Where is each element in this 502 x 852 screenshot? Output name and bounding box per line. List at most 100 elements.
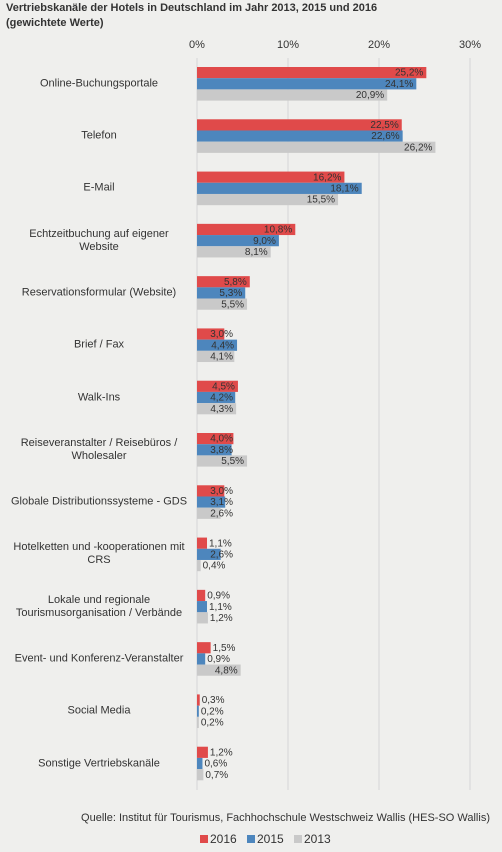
bar [197, 705, 199, 717]
data-label: 1,2% [210, 747, 233, 758]
bar [197, 171, 345, 183]
data-label: 3,0% [210, 329, 233, 340]
source-note: Quelle: Institut für Tourismus, Fachhoch… [81, 812, 490, 824]
bar [197, 444, 232, 456]
bar [197, 246, 271, 258]
data-label: 26,2% [404, 142, 432, 153]
x-tick-label: 20% [368, 39, 390, 51]
bar [197, 653, 206, 665]
bar [197, 328, 225, 340]
bar [197, 507, 221, 519]
bar [197, 67, 427, 79]
data-label: 4,3% [210, 404, 233, 415]
data-label: 0,7% [205, 770, 228, 781]
data-label: 2,6% [210, 550, 233, 561]
data-label: 0,2% [201, 706, 224, 717]
data-label: 1,1% [209, 602, 232, 613]
category-label: Echtzeitbuchung auf eigener Website [29, 227, 169, 253]
bar [197, 391, 236, 404]
x-tick-label: 30% [459, 39, 481, 51]
data-label: 22,6% [371, 131, 399, 142]
category-label: Reiseveranstalter / Reisebüros / Wholesa… [20, 436, 178, 462]
bar [197, 130, 403, 142]
bar [197, 757, 203, 770]
legend-label: 2016 [210, 832, 237, 846]
data-label: 9,0% [253, 236, 276, 247]
category-label: Social Media [67, 704, 131, 717]
data-label: 1,2% [210, 613, 233, 624]
legend-swatch [294, 835, 302, 843]
data-label: 0,9% [207, 591, 230, 602]
data-label: 5,5% [221, 456, 244, 467]
data-label: 10,8% [264, 225, 292, 236]
data-label: 22,5% [370, 120, 398, 131]
bar [197, 612, 208, 624]
bar [197, 433, 234, 445]
data-label: 2,6% [210, 508, 233, 519]
bar [197, 235, 279, 247]
category-label: Telefon [81, 129, 117, 142]
bar [197, 716, 199, 729]
bar [197, 141, 436, 153]
data-label: 0,4% [203, 561, 226, 572]
category-label: Hotelketten und -kooperationen mit CRS [13, 541, 185, 567]
chart-subtitle: (gewichtete Werte) [6, 17, 104, 29]
bar [197, 601, 208, 613]
data-label: 4,5% [212, 381, 235, 392]
bar [197, 589, 206, 602]
data-label: 16,2% [313, 172, 341, 183]
bar [197, 350, 235, 363]
bar [197, 287, 246, 299]
data-label: 0,9% [207, 654, 230, 665]
data-label: 18,1% [330, 184, 358, 195]
bar [197, 485, 225, 497]
category-label: E-Mail [83, 181, 115, 194]
legend-swatch [247, 835, 255, 843]
bar [197, 89, 388, 101]
bar [197, 276, 250, 288]
bar [197, 403, 237, 415]
bar [197, 298, 248, 310]
data-label: 1,1% [209, 538, 232, 549]
bar [197, 548, 221, 560]
category-label: Sonstige Vertriebskanäle [38, 757, 160, 769]
bar [197, 119, 402, 131]
data-label: 0,6% [204, 759, 227, 770]
data-label: 25,2% [395, 68, 423, 79]
legend-swatch [200, 835, 208, 843]
data-label: 8,1% [245, 247, 268, 258]
data-label: 20,9% [356, 90, 384, 101]
data-label: 0,2% [201, 718, 224, 729]
bar [197, 642, 211, 654]
chart-title: Vertriebskanäle der Hotels in Deutschlan… [6, 2, 378, 14]
data-label: 3,8% [210, 445, 233, 456]
bar [197, 694, 200, 706]
data-label: 15,5% [307, 195, 335, 206]
bar [197, 455, 248, 467]
category-label: Globale Distributionssysteme - GDS [10, 495, 188, 508]
category-label: Walk-Ins [77, 391, 121, 403]
data-label: 4,4% [211, 340, 234, 351]
data-label: 5,8% [224, 277, 247, 288]
bar [197, 182, 362, 194]
legend-label: 2015 [257, 832, 284, 846]
bar [197, 339, 238, 351]
bar [197, 746, 208, 758]
data-label: 4,1% [210, 352, 233, 363]
data-label: 3,0% [210, 486, 233, 497]
data-label: 3,1% [210, 497, 233, 508]
data-label: 1,5% [213, 643, 236, 654]
bar [197, 664, 241, 676]
bar [197, 496, 226, 508]
data-label: 5,3% [219, 288, 242, 299]
x-tick-label: 10% [277, 39, 299, 51]
data-label: 4,0% [210, 434, 233, 445]
bar [197, 78, 417, 90]
data-label: 24,1% [385, 79, 413, 90]
data-label: 5,5% [221, 299, 244, 310]
x-tick-label: 0% [189, 39, 205, 51]
data-label: 4,8% [215, 665, 238, 676]
bar [197, 380, 238, 392]
category-label: Online-Buchungsportale [39, 77, 159, 90]
